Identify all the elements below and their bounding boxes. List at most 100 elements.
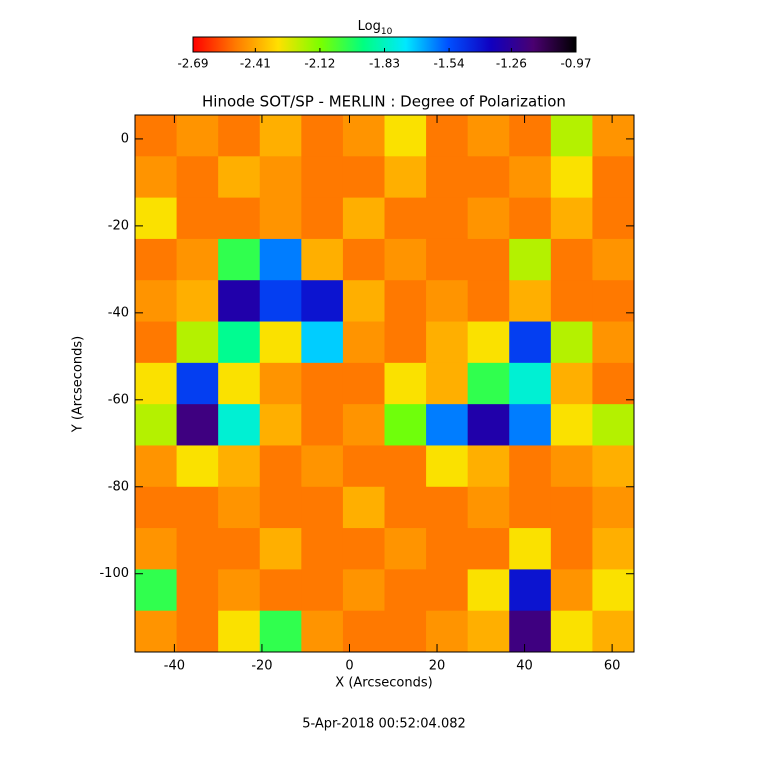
heatmap-cell — [135, 404, 178, 446]
heatmap-cell — [426, 238, 469, 281]
heatmap-cell — [342, 362, 385, 405]
heatmap-cell — [218, 280, 261, 323]
heatmap-cell — [259, 156, 302, 199]
heatmap-cell — [218, 321, 261, 364]
colorbar-tick-label: -0.97 — [560, 57, 591, 71]
heatmap-cell — [135, 321, 178, 364]
heatmap-cell — [550, 115, 593, 157]
y-tick-label: 0 — [121, 131, 129, 146]
heatmap-cell — [509, 528, 552, 570]
footer: 5-Apr-2018 00:52:04.082 — [302, 717, 466, 732]
heatmap-cell — [509, 238, 552, 281]
heatmap-cell — [550, 321, 593, 364]
heatmap-cell — [550, 362, 593, 405]
heatmap-cell — [592, 238, 635, 281]
heatmap-cell — [384, 321, 427, 364]
heatmap-cell — [301, 445, 344, 488]
x-tick-label: 20 — [429, 659, 446, 674]
heatmap-cell — [259, 197, 302, 240]
y-axis-label: Y (Arcseconds) — [71, 336, 86, 433]
heatmap-cell — [509, 362, 552, 405]
heatmap-cell — [426, 569, 469, 612]
colorbar-label: Log10 — [358, 19, 393, 37]
heatmap-cell — [135, 238, 178, 281]
chart-title: Hinode SOT/SP - MERLIN : Degree of Polar… — [202, 93, 566, 111]
heatmap-cell — [509, 569, 552, 612]
heatmap-cell — [384, 404, 427, 446]
heatmap-cell — [384, 238, 427, 281]
heatmap-cell — [426, 528, 469, 570]
heatmap-cell — [426, 197, 469, 240]
heatmap-cell — [301, 569, 344, 612]
heatmap-cell — [342, 280, 385, 323]
heatmap-cell — [301, 404, 344, 446]
heatmap-cell — [176, 197, 219, 240]
heatmap-cell — [592, 569, 635, 612]
heatmap-cell — [342, 445, 385, 488]
x-tick-label: 0 — [345, 659, 353, 674]
heatmap-cell — [259, 610, 302, 653]
heatmap-cell — [218, 238, 261, 281]
heatmap-cell — [342, 238, 385, 281]
heatmap-cell — [426, 486, 469, 529]
heatmap-cell — [259, 404, 302, 446]
heatmap-cell — [592, 486, 635, 529]
heatmap-cell — [426, 115, 469, 157]
heatmap-cell — [509, 404, 552, 446]
heatmap-cell — [176, 569, 219, 612]
x-tick-label: 40 — [516, 659, 533, 674]
heatmap-cell — [550, 280, 593, 323]
heatmap-cell — [218, 569, 261, 612]
heatmap-cell — [592, 197, 635, 240]
heatmap-cell — [176, 445, 219, 488]
colorbar-label-sub: 10 — [381, 27, 393, 37]
heatmap-cell — [550, 610, 593, 653]
heatmap-cell — [301, 321, 344, 364]
heatmap-cell — [259, 362, 302, 405]
heatmap-cell — [176, 610, 219, 653]
heatmap-cell — [384, 115, 427, 157]
heatmap-cell — [218, 362, 261, 405]
heatmap-cell — [342, 404, 385, 446]
heatmap-cell — [384, 197, 427, 240]
heatmap-cell — [135, 362, 178, 405]
heatmap-cell — [218, 404, 261, 446]
y-tick-label: -80 — [108, 479, 129, 494]
heatmap-cell — [467, 238, 510, 281]
heatmap-cell — [467, 321, 510, 364]
heatmap-cell — [342, 569, 385, 612]
colorbar-label-main: Log — [358, 19, 381, 34]
heatmap-cell — [467, 362, 510, 405]
heatmap-cell — [259, 569, 302, 612]
heatmap-cell — [550, 569, 593, 612]
heatmap-cell — [509, 610, 552, 653]
heatmap-cell — [426, 156, 469, 199]
y-tick-label: -20 — [108, 218, 129, 233]
heatmap-cell — [592, 115, 635, 157]
heatmap-cell — [301, 280, 344, 323]
heatmap-cell — [218, 115, 261, 157]
heatmap-cell — [135, 280, 178, 323]
heatmap-cell — [509, 197, 552, 240]
y-tick-label: -40 — [108, 305, 129, 320]
heatmap-cell — [426, 445, 469, 488]
heatmap-cell — [176, 115, 219, 157]
colorbar-tick-label: -1.54 — [434, 57, 465, 71]
heatmap-cell — [467, 445, 510, 488]
y-tick-label: -100 — [99, 566, 129, 581]
heatmap-cell — [135, 115, 178, 157]
heatmap-cell — [135, 610, 178, 653]
colorbar-tick-label: -2.12 — [304, 57, 335, 71]
heatmap-cell — [342, 156, 385, 199]
heatmap-cell — [384, 569, 427, 612]
colorbar-tick-label: -1.26 — [496, 57, 527, 71]
heatmap-cell — [301, 362, 344, 405]
heatmap-cell — [509, 280, 552, 323]
heatmap-cell — [301, 528, 344, 570]
heatmap-cell — [426, 404, 469, 446]
heatmap-cell — [426, 362, 469, 405]
heatmap-cell — [467, 569, 510, 612]
heatmap-cell — [135, 486, 178, 529]
heatmap-cell — [384, 280, 427, 323]
